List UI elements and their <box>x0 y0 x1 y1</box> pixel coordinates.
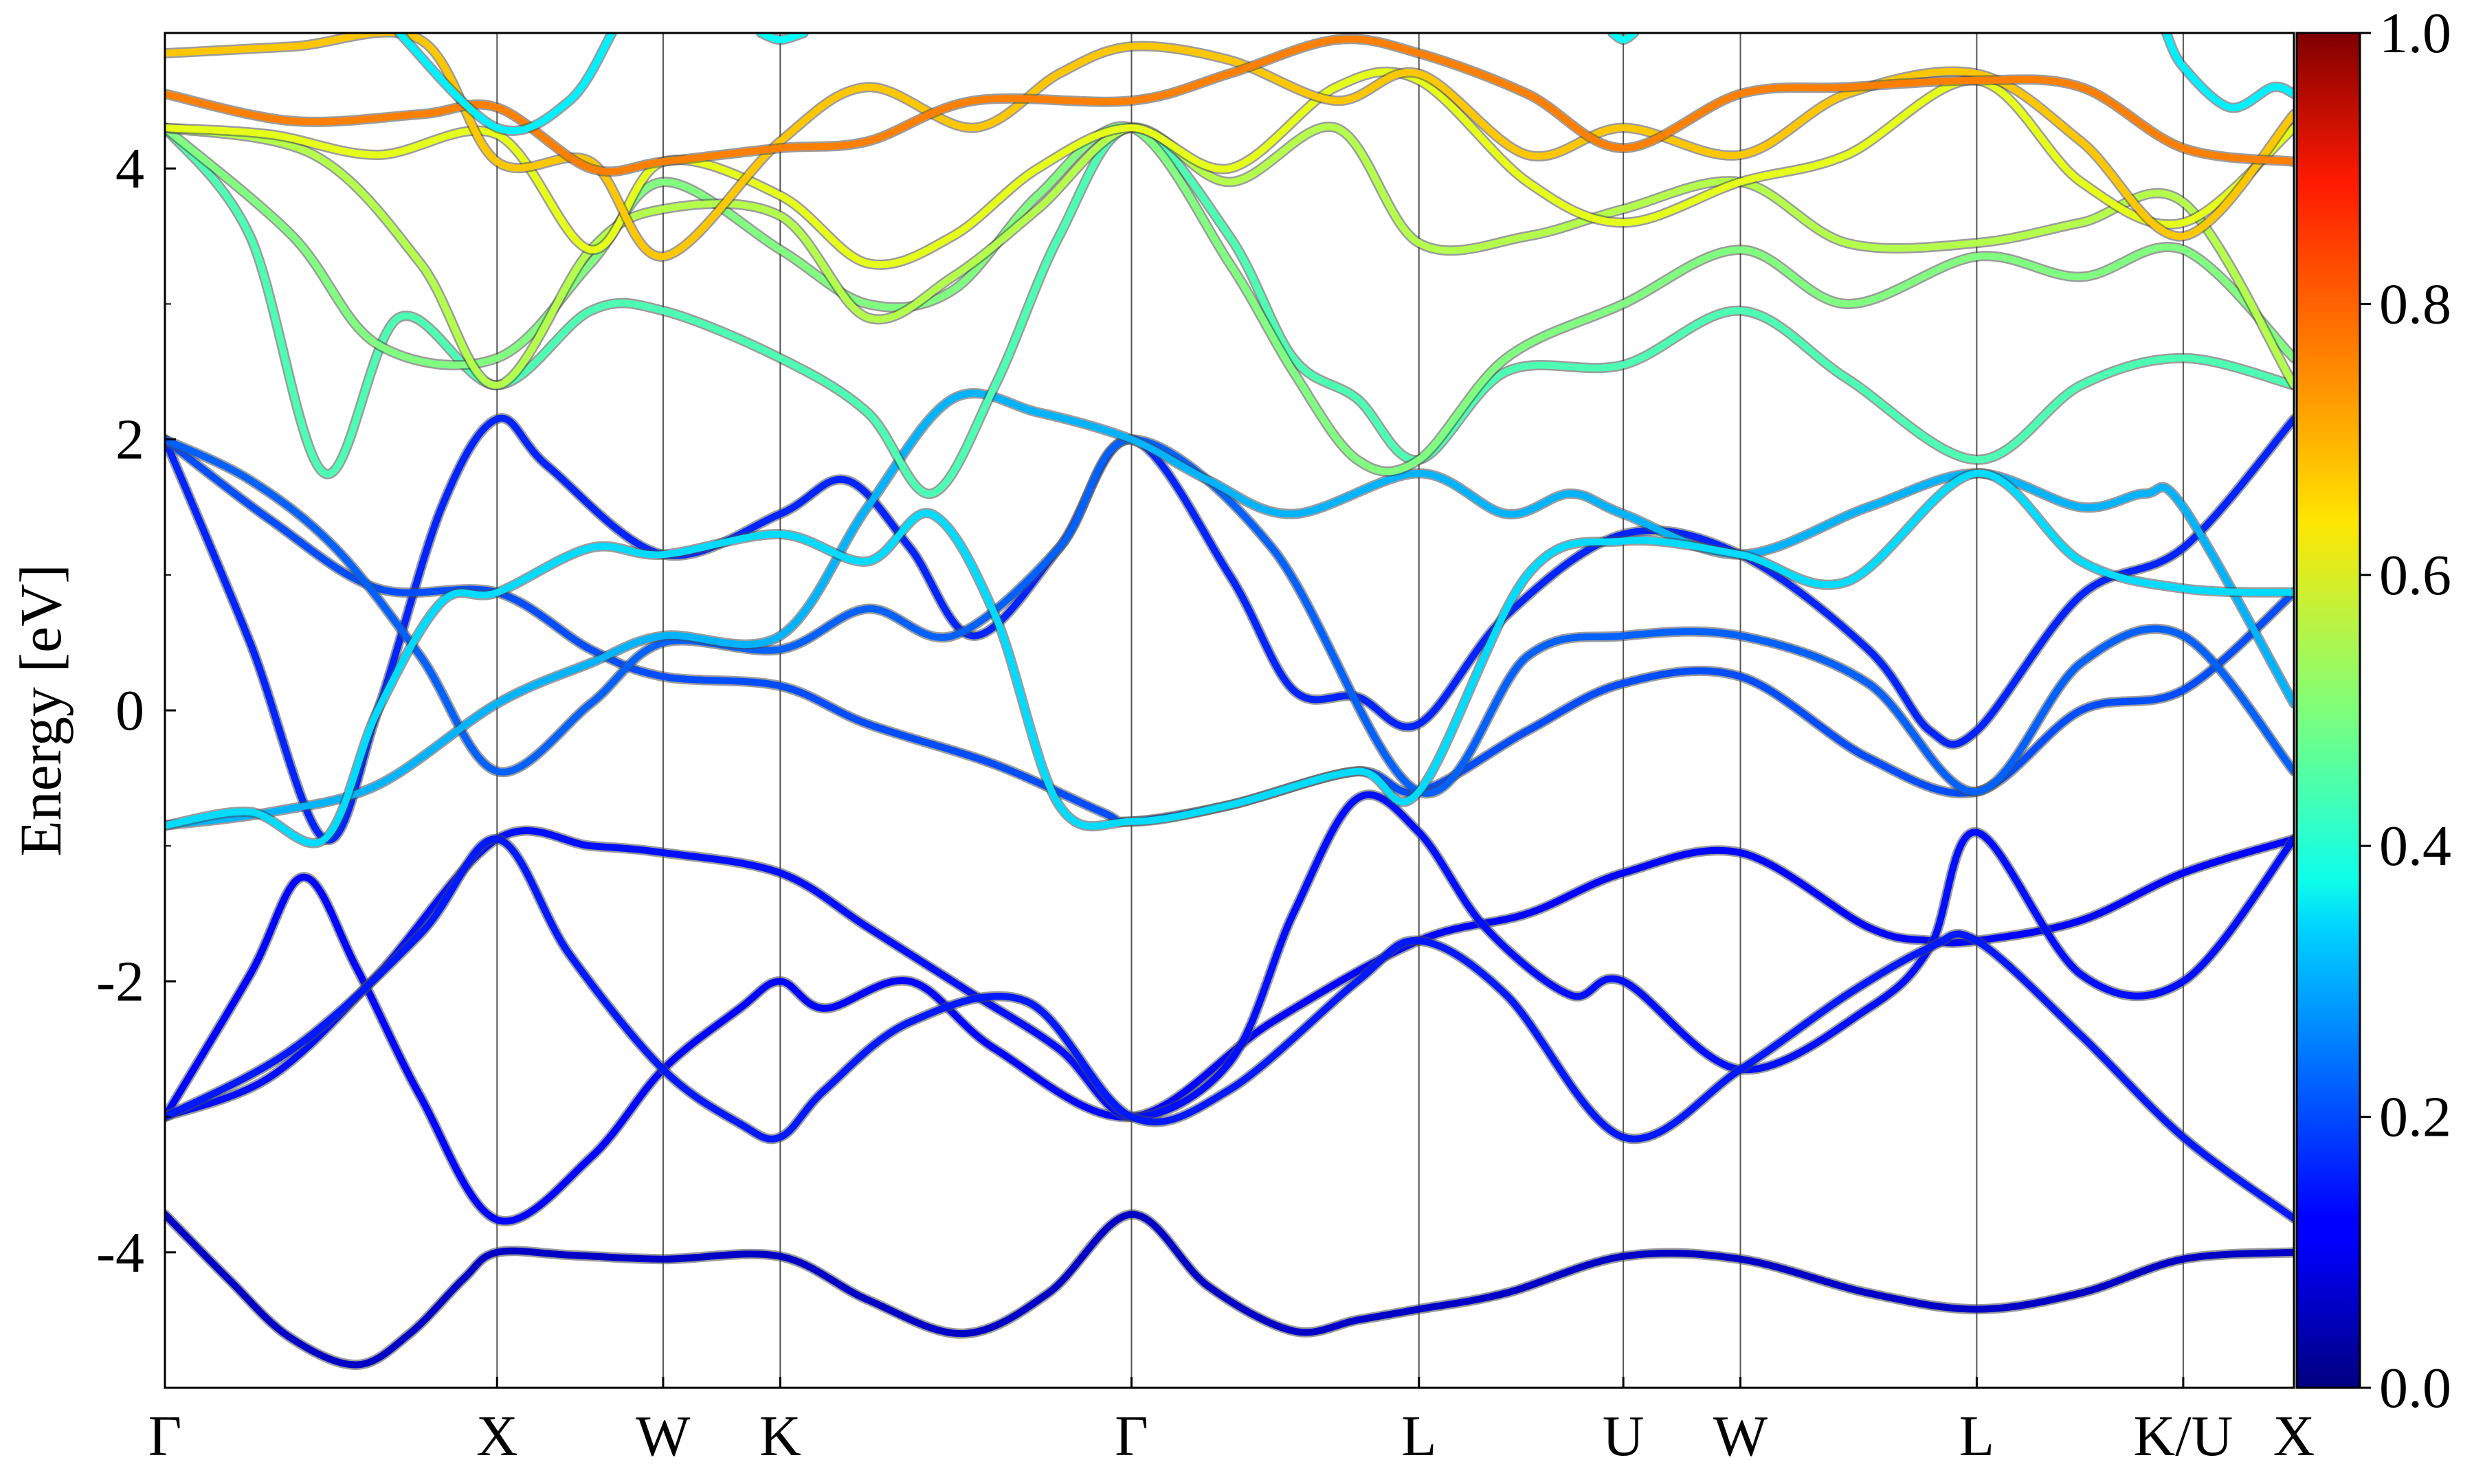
y-tick-label: 4 <box>115 137 144 201</box>
y-tick-label: 0 <box>115 679 144 743</box>
band-line <box>165 791 2294 1121</box>
band-line <box>2163 33 2294 111</box>
colorbar-tick-label: 1.0 <box>2379 1 2451 65</box>
x-tick-label: L <box>1401 1404 1436 1468</box>
colorbar-tick-label: 0.8 <box>2379 272 2451 336</box>
band-line-outline <box>165 413 2294 846</box>
band-line <box>165 469 2294 847</box>
x-tick-label: X <box>2273 1404 2315 1468</box>
x-tick-label: W <box>1713 1404 1768 1468</box>
x-tick-label: L <box>1959 1404 1994 1468</box>
band-line <box>165 68 2294 269</box>
band-line-outline <box>165 1209 2294 1371</box>
band-line <box>395 33 616 135</box>
band-line <box>1609 33 1638 43</box>
band-line <box>165 1211 2294 1369</box>
x-tick-label: U <box>1603 1404 1645 1468</box>
high-symmetry-lines <box>496 33 2184 1388</box>
y-axis-label: Energy [eV] <box>8 564 74 857</box>
band-line-outline <box>165 833 2294 1224</box>
colorbar-tick-label: 0.0 <box>2379 1356 2451 1420</box>
x-tick-label: X <box>476 1404 518 1468</box>
band-lines <box>165 33 2294 1371</box>
x-tick-label: Γ <box>148 1404 182 1468</box>
x-tick-label: K <box>759 1404 801 1468</box>
x-tick-label: W <box>636 1404 691 1468</box>
x-axis: Γ X W K Γ L U W L K/U X <box>148 1377 2315 1468</box>
colorbar-tick-label: 0.2 <box>2379 1086 2451 1149</box>
band-line <box>165 835 2294 1225</box>
colorbar-tick-label: 0.6 <box>2379 543 2451 607</box>
y-tick-label: 2 <box>115 408 144 472</box>
colorbar-tick-label: 0.4 <box>2379 814 2451 878</box>
band-line-outline <box>165 833 2294 1226</box>
band-line <box>165 33 2294 260</box>
band-line <box>165 414 2294 844</box>
band-line <box>757 33 807 43</box>
y-axis: -4 -2 0 2 4 <box>96 32 176 1389</box>
x-tick-label: Γ <box>1115 1404 1148 1468</box>
y-tick-label: -2 <box>96 949 144 1013</box>
y-tick-label: -4 <box>96 1221 144 1285</box>
colorbar <box>2295 32 2361 1389</box>
colorbar-ticks: 0.0 0.2 0.4 0.6 0.8 1.0 <box>2360 1 2451 1420</box>
x-tick-label: K/U <box>2134 1404 2233 1468</box>
band-line <box>165 835 2294 1222</box>
